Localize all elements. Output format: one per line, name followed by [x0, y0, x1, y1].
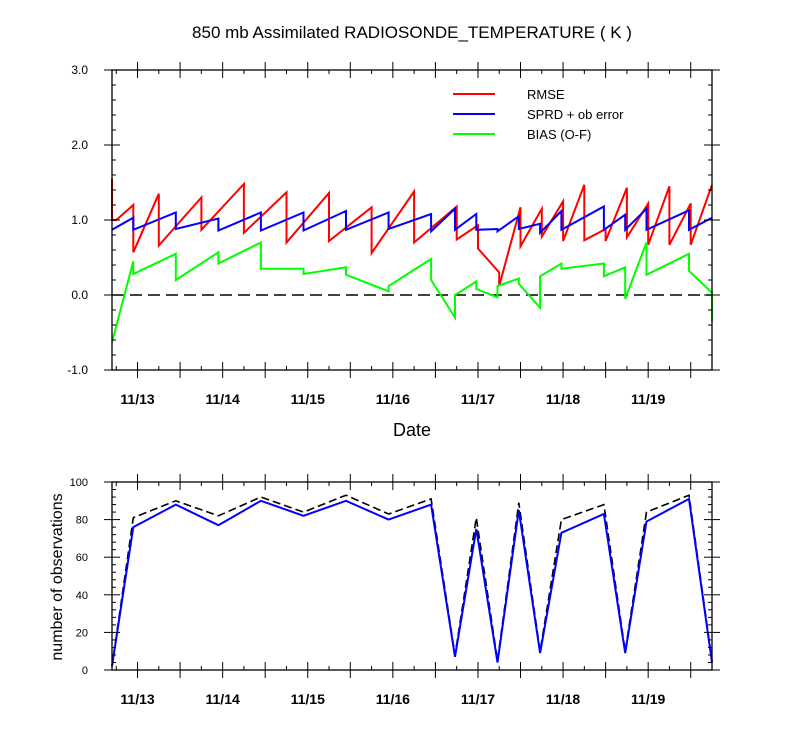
plot-frame [111, 481, 713, 671]
x-tick-label: 11/18 [546, 691, 580, 707]
series-line-rmse [111, 178, 713, 287]
legend: RMSE SPRD + ob error BIAS (O-F) [453, 87, 624, 142]
y-tick-label: 0 [82, 665, 88, 677]
chart-title: 850 mb Assimilated RADIOSONDE_TEMPERATUR… [192, 23, 632, 42]
x-tick-label: 11/19 [631, 691, 665, 707]
tick-layer: 11/13 11/14 11/15 11/16 11/17 11/18 11/19 -1.0 0… [67, 62, 720, 407]
y-tick-label: 0.0 [71, 288, 88, 302]
y-tick-label: 40 [76, 590, 88, 602]
x-tick-label: 11/13 [120, 691, 154, 707]
x-tick-label: 11/19 [631, 391, 665, 407]
x-tick-label: 11/14 [206, 391, 240, 407]
y-tick-label: 100 [70, 477, 88, 489]
y-tick-label: 2.0 [71, 138, 88, 152]
x-axis-label: Date [393, 420, 431, 440]
x-tick-label: 11/14 [206, 691, 240, 707]
x-tick-label: 11/15 [291, 391, 325, 407]
legend-label: RMSE [527, 87, 565, 102]
bottom-chart: 11/13 11/14 11/15 11/16 11/17 11/18 11/19 0 20 40… [70, 474, 720, 707]
y-tick-label: -1.0 [67, 363, 88, 377]
legend-label: BIAS (O-F) [527, 127, 591, 142]
y-tick-label: 20 [76, 627, 88, 639]
series-layer [111, 494, 713, 667]
y-tick-label: 1.0 [71, 213, 88, 227]
legend-label: SPRD + ob error [527, 107, 624, 122]
series-layer [111, 178, 713, 343]
x-tick-label: 11/13 [120, 391, 154, 407]
y-tick-label: 3.0 [71, 63, 88, 77]
tick-layer: 11/13 11/14 11/15 11/16 11/17 11/18 11/19 0 20 40… [70, 474, 720, 707]
x-tick-label: 11/16 [376, 691, 410, 707]
x-tick-label: 11/17 [461, 691, 495, 707]
x-tick-label: 11/15 [291, 691, 325, 707]
y-tick-label: 60 [76, 552, 88, 564]
x-tick-label: 11/16 [376, 391, 410, 407]
series-line-sprd-ob-error [111, 204, 713, 236]
series-line-bias-o-f [111, 240, 713, 343]
x-tick-label: 11/17 [461, 391, 495, 407]
series-line-assimilated-observations [111, 497, 713, 667]
x-tick-label: 11/18 [546, 391, 580, 407]
series-line-possible-observations [111, 494, 713, 667]
y-tick-label: 80 [76, 515, 88, 527]
top-chart: 11/13 11/14 11/15 11/16 11/17 11/18 11/19 -1.0 0… [67, 62, 720, 407]
y-axis-label: number of observations [49, 493, 66, 660]
